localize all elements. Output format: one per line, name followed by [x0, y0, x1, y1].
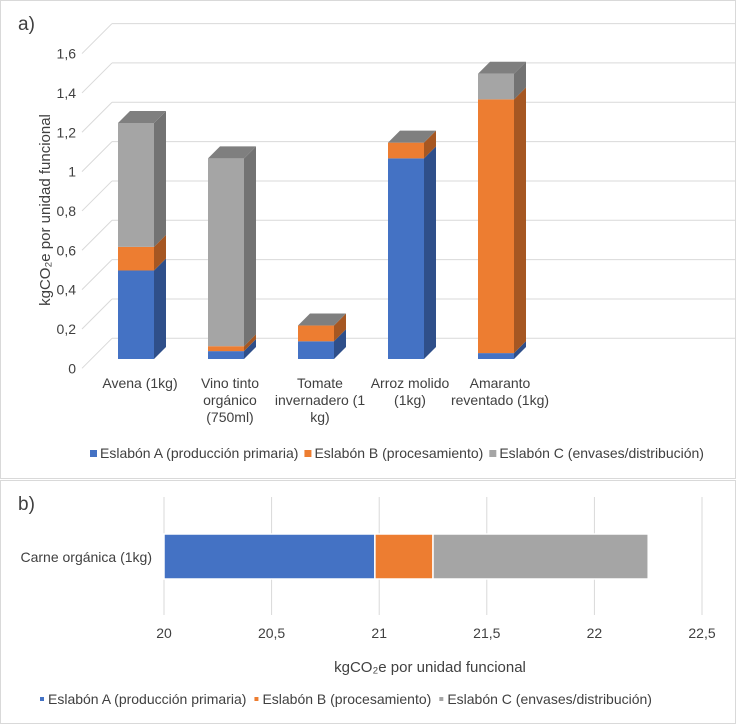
y-tick-label: 1,4 [57, 85, 77, 101]
x-tick-label: 21 [371, 625, 387, 641]
gridline-diagonal [81, 180, 113, 212]
category-label: (750ml) [206, 409, 253, 425]
bar-segment [118, 246, 154, 271]
gridline-diagonal [81, 23, 113, 54]
bar-top [478, 61, 526, 74]
bar-top [388, 130, 436, 143]
x-tick-label: 21,5 [473, 625, 500, 641]
bar-top [118, 110, 166, 123]
category-label: kg) [310, 409, 329, 425]
bar-segment-side [244, 146, 256, 347]
panel-b-border [0, 480, 736, 724]
bar-top [298, 313, 346, 326]
legend-label: Eslabón C (envases/distribución) [447, 691, 652, 707]
gridline-diagonal [81, 298, 113, 330]
panel-a-border [0, 0, 736, 479]
legend-swatch [489, 450, 497, 457]
legend-swatch [40, 697, 44, 701]
category-label: invernadero (1 [275, 392, 365, 408]
bar-segment-side [514, 341, 526, 359]
x-tick-label: 20,5 [258, 625, 285, 641]
bar-segment [118, 122, 154, 247]
gridline-diagonal [81, 141, 113, 172]
legend-swatch [90, 450, 97, 457]
bar-segment [374, 533, 434, 580]
bar-segment-side [334, 313, 346, 342]
panel-a-label: a) [18, 14, 35, 35]
y-tick-label: 0 [68, 360, 76, 376]
bar-top [208, 146, 256, 159]
gridline-diagonal [81, 259, 113, 290]
x-tick-label: 22 [587, 625, 603, 641]
y-tick-label: 0,6 [57, 242, 77, 258]
bar-segment-side [154, 234, 166, 271]
y-tick-label: 0,8 [57, 203, 77, 219]
y-tick-label: 1,6 [57, 46, 77, 62]
bar-segment [298, 325, 334, 342]
bar-segment [298, 341, 334, 359]
category-label: Amaranto [470, 375, 531, 391]
bar-segment [478, 99, 514, 354]
bar-segment [478, 353, 514, 359]
category-label: orgánico [203, 392, 257, 408]
bar-segment [208, 346, 244, 352]
category-label: Carne orgánica (1kg) [20, 549, 152, 565]
y-tick-label: 1 [68, 164, 76, 180]
bar-segment-side [514, 61, 526, 100]
category-label: (1kg) [394, 392, 426, 408]
y-tick-label: 1,2 [57, 124, 77, 140]
x-tick-label: 22,5 [688, 625, 715, 641]
chart-b: 20 20,5 21 21,5 22 22,5 Carne orgánica (1kg) Es… [20, 497, 716, 707]
gridline-diagonal [81, 62, 113, 94]
legend-swatch [304, 450, 312, 457]
category-label: Tomate [297, 375, 343, 391]
bar-segment-side [424, 130, 436, 159]
bar-segment [388, 142, 424, 159]
x-tick-label: 20 [156, 625, 172, 641]
y-tick-label: 0,2 [57, 321, 77, 337]
bar-segment-side [154, 110, 166, 247]
legend-label: Eslabón A (producción primaria) [48, 691, 246, 707]
category-label: Arroz molido [371, 375, 450, 391]
bar-segment [208, 158, 244, 347]
bar-segment [118, 270, 154, 359]
bar-segment-side [424, 146, 436, 359]
bar-segment-side [244, 334, 256, 352]
category-label: reventado (1kg) [451, 392, 549, 408]
gridline-diagonal [81, 219, 113, 251]
legend-label: Eslabón A (producción primaria) [100, 445, 298, 461]
y-axis-title-a: kgCO₂e por unidad funcional [37, 114, 54, 306]
bar-segment-side [244, 339, 256, 359]
gridline-diagonal [81, 101, 113, 133]
bar-segment [388, 158, 424, 359]
x-axis-title-b: kgCO₂e por unidad funcional [334, 659, 526, 676]
legend-label: Eslabón B (procesamiento) [262, 691, 431, 707]
bar-segment-side [334, 329, 346, 359]
y-tick-label: 0,4 [57, 282, 77, 298]
bar-segment [208, 351, 244, 359]
legend-label: Eslabón C (envases/distribución) [499, 445, 704, 461]
legend-swatch [254, 697, 259, 701]
category-label: Vino tinto [201, 375, 259, 391]
legend-label: Eslabón B (procesamiento) [314, 445, 483, 461]
gridline-diagonal [81, 337, 113, 369]
bar-segment [432, 533, 649, 580]
bar-segment-side [154, 258, 166, 359]
chart-a: 0 0,2 0,4 0,6 0,8 1 1,2 1,4 1,6 Avena (1kg) Vino t… [57, 23, 736, 461]
panel-b-label: b) [18, 494, 35, 515]
legend-swatch [439, 697, 444, 701]
category-label: Avena (1kg) [102, 375, 177, 391]
bar-segment [163, 533, 376, 580]
bar-segment-side [514, 87, 526, 354]
bar-segment [478, 73, 514, 100]
